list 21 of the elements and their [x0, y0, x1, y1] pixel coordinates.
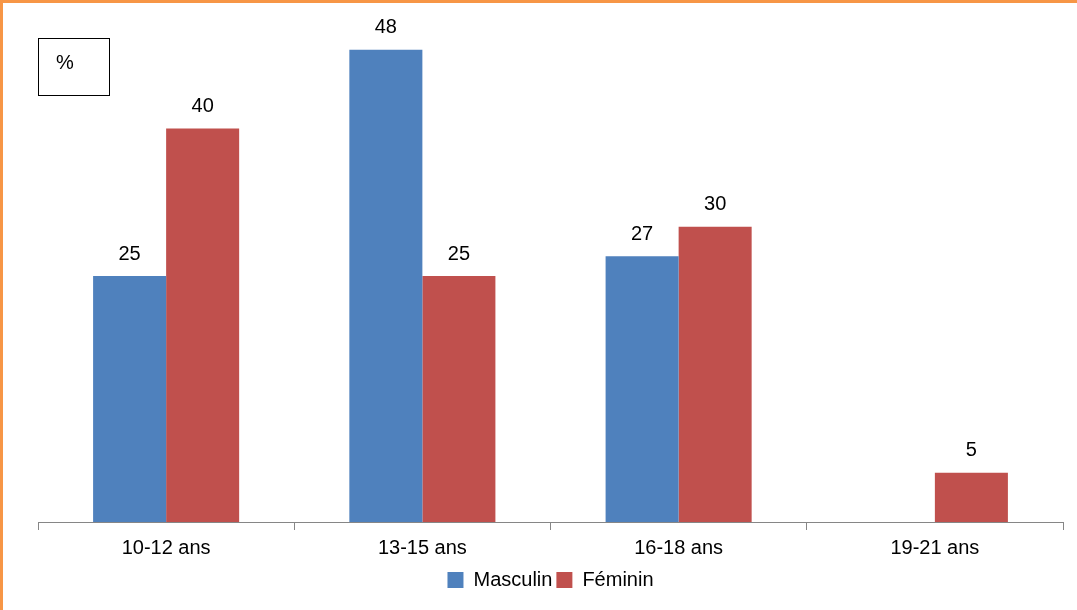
- bar: [349, 49, 423, 522]
- data-label: 30: [704, 192, 727, 215]
- data-label: 40: [191, 93, 214, 116]
- bar: [166, 128, 240, 522]
- bar: [678, 226, 752, 522]
- bar: [605, 256, 679, 522]
- data-label: 25: [447, 241, 471, 264]
- data-label: 27: [630, 221, 654, 244]
- x-tick-label: 19-21 ans: [890, 535, 980, 558]
- x-tick-label: 16-18 ans: [634, 535, 724, 558]
- x-tick-label: 10-12 ans: [121, 535, 211, 558]
- legend-label: Masculin: [473, 567, 553, 590]
- bar: [934, 472, 1008, 522]
- data-label: 5: [965, 438, 977, 461]
- x-tick-label: 13-15 ans: [377, 535, 467, 558]
- data-label: 25: [118, 241, 141, 264]
- bar: [422, 276, 496, 522]
- y-axis-title: %: [38, 38, 110, 96]
- data-label: 48: [374, 15, 397, 38]
- legend-label: Féminin: [582, 567, 654, 590]
- bar: [93, 276, 167, 522]
